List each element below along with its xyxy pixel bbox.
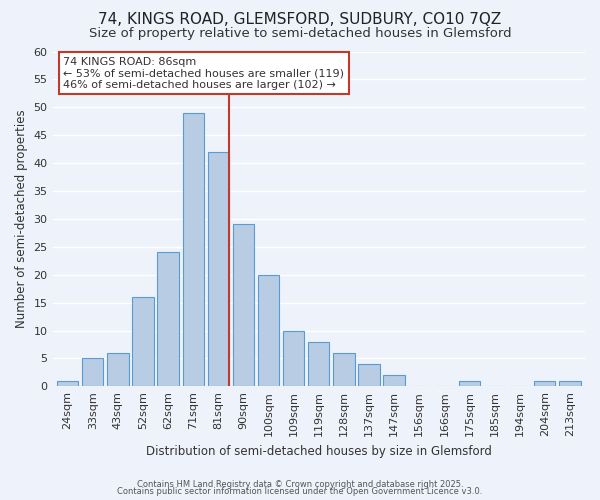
Bar: [383, 375, 405, 386]
Bar: [82, 358, 103, 386]
Bar: [132, 297, 154, 386]
Text: Size of property relative to semi-detached houses in Glemsford: Size of property relative to semi-detach…: [89, 28, 511, 40]
Text: Contains HM Land Registry data © Crown copyright and database right 2025.: Contains HM Land Registry data © Crown c…: [137, 480, 463, 489]
Bar: [208, 152, 229, 386]
Bar: [258, 274, 279, 386]
Text: 74 KINGS ROAD: 86sqm
← 53% of semi-detached houses are smaller (119)
46% of semi: 74 KINGS ROAD: 86sqm ← 53% of semi-detac…: [63, 56, 344, 90]
Bar: [559, 380, 581, 386]
Bar: [233, 224, 254, 386]
Y-axis label: Number of semi-detached properties: Number of semi-detached properties: [15, 110, 28, 328]
Bar: [308, 342, 329, 386]
Bar: [57, 380, 78, 386]
X-axis label: Distribution of semi-detached houses by size in Glemsford: Distribution of semi-detached houses by …: [146, 444, 492, 458]
Bar: [459, 380, 480, 386]
Bar: [107, 353, 128, 386]
Text: Contains public sector information licensed under the Open Government Licence v3: Contains public sector information licen…: [118, 487, 482, 496]
Bar: [283, 330, 304, 386]
Bar: [182, 113, 204, 386]
Text: 74, KINGS ROAD, GLEMSFORD, SUDBURY, CO10 7QZ: 74, KINGS ROAD, GLEMSFORD, SUDBURY, CO10…: [98, 12, 502, 28]
Bar: [333, 353, 355, 386]
Bar: [157, 252, 179, 386]
Bar: [534, 380, 556, 386]
Bar: [358, 364, 380, 386]
